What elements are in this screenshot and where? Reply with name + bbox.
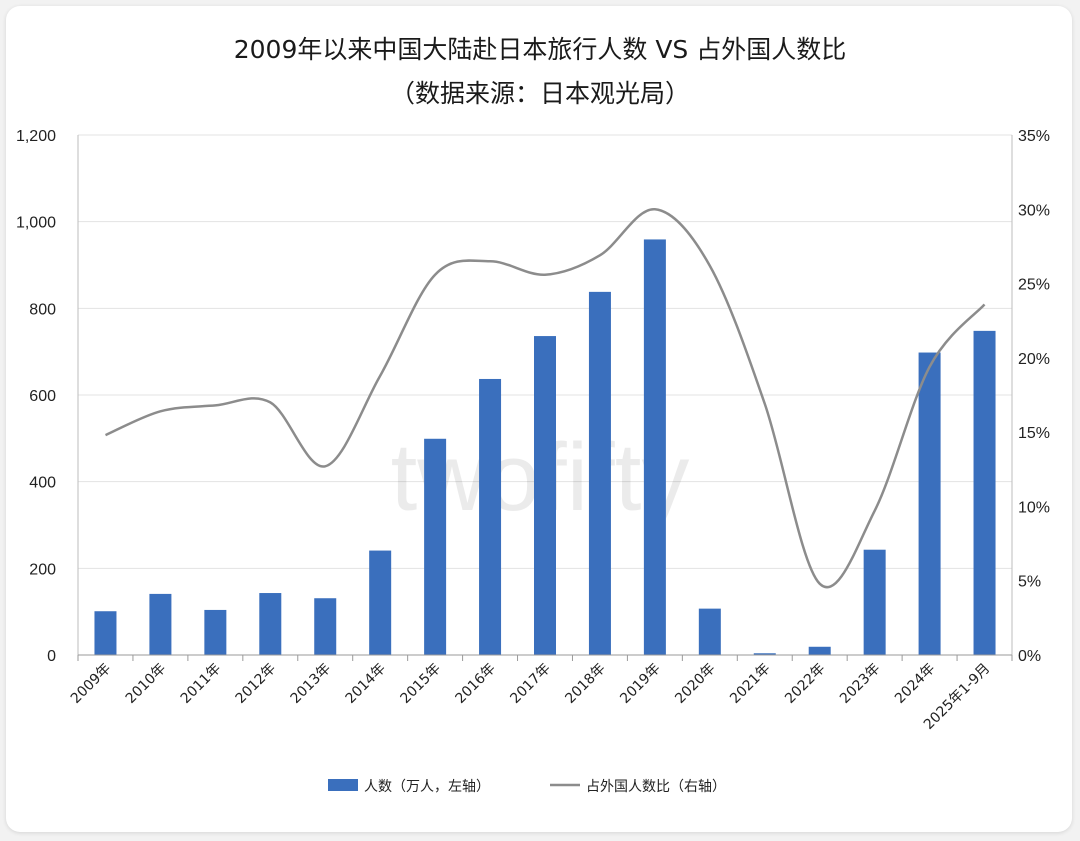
legend-bar-label: 人数（万人，左轴） — [364, 779, 490, 795]
bar — [314, 598, 337, 655]
y-right-tick-label: 30% — [1018, 202, 1050, 219]
bar — [808, 646, 831, 655]
y-left-tick-label: 600 — [29, 388, 56, 405]
x-tick-label: 2010年 — [123, 661, 169, 707]
bar-series — [94, 239, 996, 655]
bar — [479, 378, 502, 655]
x-tick-label: 2018年 — [562, 661, 608, 707]
y-right-tick-label: 15% — [1018, 425, 1050, 442]
legend: 人数（万人，左轴） 占外国人数比（右轴） — [328, 779, 726, 795]
y-right-tick-label: 35% — [1018, 128, 1050, 145]
bar — [259, 593, 282, 655]
bar — [94, 611, 117, 655]
legend-line-label: 占外国人数比（右轴） — [586, 779, 726, 795]
line-series — [105, 208, 986, 589]
bar — [204, 609, 227, 655]
bar — [918, 352, 941, 655]
x-tick-label: 2014年 — [343, 661, 389, 707]
x-tick-label: 2013年 — [288, 661, 334, 707]
y-left-tick-label: 800 — [29, 301, 56, 318]
x-tick-label: 2023年 — [837, 661, 883, 707]
chart-subtitle: （数据来源：日本观光局） — [389, 79, 690, 108]
bar — [149, 593, 172, 655]
x-tick-label: 2012年 — [233, 661, 279, 707]
bar — [369, 550, 392, 655]
x-tick-label: 2015年 — [398, 661, 444, 707]
bar — [863, 549, 886, 655]
y-left-tick-label: 200 — [29, 561, 56, 578]
y-right-tick-label: 25% — [1018, 277, 1050, 294]
chart-title: 2009年以来中国大陆赴日本旅行人数 VS 占外国人数比 — [233, 35, 847, 64]
x-tick-label: 2019年 — [617, 661, 663, 707]
x-tick-label: 2009年 — [68, 661, 114, 707]
y-left-tick-label: 1,200 — [16, 128, 56, 145]
bar — [424, 438, 447, 655]
x-tick-label: 2022年 — [782, 661, 828, 707]
x-tick-label: 2011年 — [178, 661, 224, 707]
x-tick-label: 2020年 — [672, 661, 718, 707]
y-left-tick-label: 0 — [47, 648, 56, 665]
gridlines — [78, 134, 1012, 569]
y-left-tick-label: 400 — [29, 475, 56, 492]
bar — [534, 336, 556, 655]
x-tick-label: 2016年 — [452, 661, 498, 707]
y-right-tick-label: 10% — [1018, 499, 1050, 516]
y-right-tick-label: 20% — [1018, 351, 1050, 368]
ratio-line — [105, 208, 986, 589]
bar — [698, 608, 721, 655]
y-right-tick-label: 0% — [1018, 648, 1041, 665]
bar — [753, 653, 776, 655]
bar — [973, 330, 996, 655]
bar — [588, 291, 611, 655]
x-tick-label: 2017年 — [507, 661, 553, 707]
bar — [643, 239, 666, 655]
y-right-tick-label: 5% — [1018, 574, 1041, 591]
legend-bar-swatch — [328, 779, 358, 791]
x-tick-label: 2024年 — [892, 661, 938, 707]
x-tick-label: 2021年 — [727, 661, 773, 707]
y-left-tick-label: 1,000 — [16, 215, 56, 232]
